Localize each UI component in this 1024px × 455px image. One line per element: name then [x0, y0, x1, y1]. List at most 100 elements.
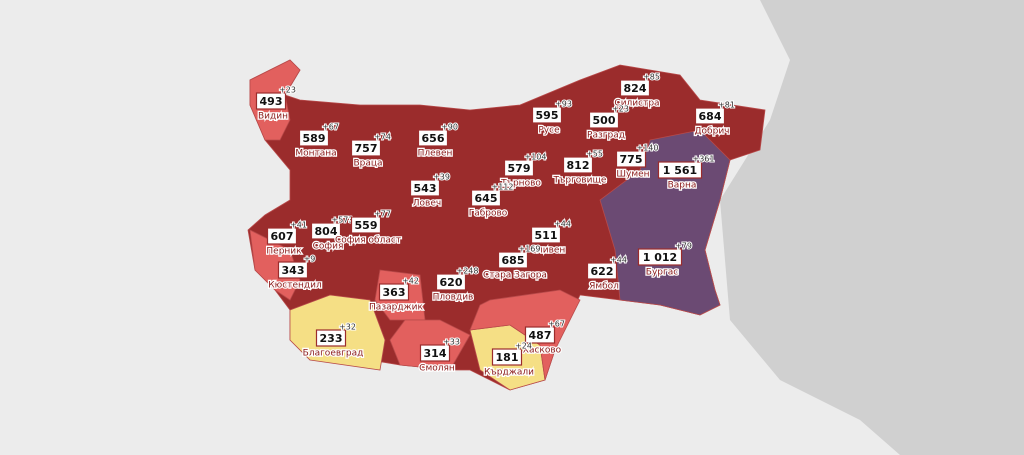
region-value: 1 012 [643, 251, 677, 264]
region-name: Русе [538, 126, 560, 136]
region-delta: +44 [610, 256, 627, 265]
region-delta: +573 [332, 216, 354, 225]
region-delta: +112 [492, 183, 514, 192]
region-delta: +33 [443, 338, 460, 347]
region-value: 757 [355, 142, 378, 155]
region-delta: +24 [515, 342, 532, 351]
region-value: 589 [303, 132, 326, 145]
region-name: Враца [353, 159, 382, 169]
region-area [249, 229, 301, 301]
region-value: 824 [624, 82, 647, 95]
region-delta: +42 [402, 277, 419, 286]
region-name: Хасково [523, 346, 562, 356]
value-box [255, 92, 287, 110]
value-box [615, 150, 647, 168]
value-box [409, 179, 441, 197]
value-box [350, 216, 382, 234]
region-value: 812 [567, 159, 590, 172]
region-delta: +55 [586, 150, 603, 159]
value-box [694, 107, 726, 125]
region-value: 181 [496, 351, 519, 364]
region-value: 804 [315, 225, 338, 238]
value-box [315, 329, 347, 347]
region-value: 559 [355, 219, 378, 232]
region-delta: +104 [525, 153, 547, 162]
value-box [266, 227, 298, 245]
region-delta: +90 [441, 123, 458, 132]
region-delta: +67 [322, 123, 339, 132]
value-box [419, 344, 451, 362]
region-delta: +361 [693, 155, 715, 164]
value-box [619, 79, 651, 97]
value-box [562, 156, 594, 174]
region-name: Благоевград [303, 349, 364, 359]
region-name: Смолян [419, 364, 455, 374]
region-name: Пловдив [433, 293, 474, 303]
region-delta: +169 [519, 245, 541, 254]
region-name: Видин [258, 112, 288, 122]
region-value: 233 [320, 332, 343, 345]
value-box [524, 326, 556, 344]
region-value: 1 561 [663, 164, 697, 177]
region-name: Пазарджик [369, 303, 423, 313]
region-value: 579 [508, 162, 531, 175]
region-value: 500 [593, 114, 616, 127]
value-box [491, 348, 523, 366]
region-value: 645 [475, 192, 498, 205]
region-delta: +77 [374, 210, 391, 219]
region-value: 656 [422, 132, 445, 145]
region-name: Плевен [418, 149, 453, 159]
region-name: София [313, 242, 344, 252]
region-name: Разград [587, 131, 625, 141]
region-value: 363 [383, 286, 406, 299]
region-value: 493 [260, 95, 283, 108]
region-name: Кърджали [484, 368, 534, 378]
region-delta: +248 [457, 267, 479, 276]
region-name: Търново [500, 179, 541, 189]
region-value: 314 [424, 347, 447, 360]
region-value: 607 [271, 230, 294, 243]
value-box [531, 106, 563, 124]
region-name: София област [335, 236, 401, 246]
value-box [435, 273, 467, 291]
region-name: Монтана [295, 149, 336, 159]
region-delta: +9 [304, 255, 316, 264]
region-name: Габрово [469, 209, 508, 219]
value-box [586, 262, 618, 280]
region-name: Търговище [553, 176, 607, 186]
region-delta: +81 [718, 101, 735, 110]
region-delta: +79 [675, 242, 692, 251]
region-delta: +23 [279, 86, 296, 95]
region-delta: +39 [433, 173, 450, 182]
region-delta: +67 [548, 320, 565, 329]
region-name: Сливен [531, 246, 566, 256]
region-value: 622 [591, 265, 614, 278]
region-name: Силистра [614, 99, 659, 109]
region-name: Ловеч [413, 199, 441, 209]
region-delta: +85 [643, 73, 660, 82]
region-value: 487 [529, 329, 552, 342]
region-delta: +32 [339, 323, 356, 332]
value-box [417, 129, 449, 147]
value-box [277, 261, 309, 279]
value-box [637, 248, 683, 266]
value-box [350, 139, 382, 157]
region-value: 775 [620, 153, 643, 166]
region-name: Ямбол [589, 282, 619, 292]
sea [720, 0, 1024, 455]
value-box [497, 251, 529, 269]
region-delta: +41 [290, 221, 307, 230]
region-delta: +93 [555, 100, 572, 109]
region-value: 595 [536, 109, 559, 122]
value-box [470, 189, 502, 207]
value-box [378, 283, 410, 301]
value-box [588, 111, 620, 129]
region-delta: +140 [637, 144, 659, 153]
region-name: Варна [668, 181, 697, 191]
region-delta: +44 [554, 220, 571, 229]
value-box [503, 159, 535, 177]
region-delta: +23 [612, 105, 629, 114]
value-box [310, 222, 342, 240]
region-name: Стара Загора [483, 271, 547, 281]
